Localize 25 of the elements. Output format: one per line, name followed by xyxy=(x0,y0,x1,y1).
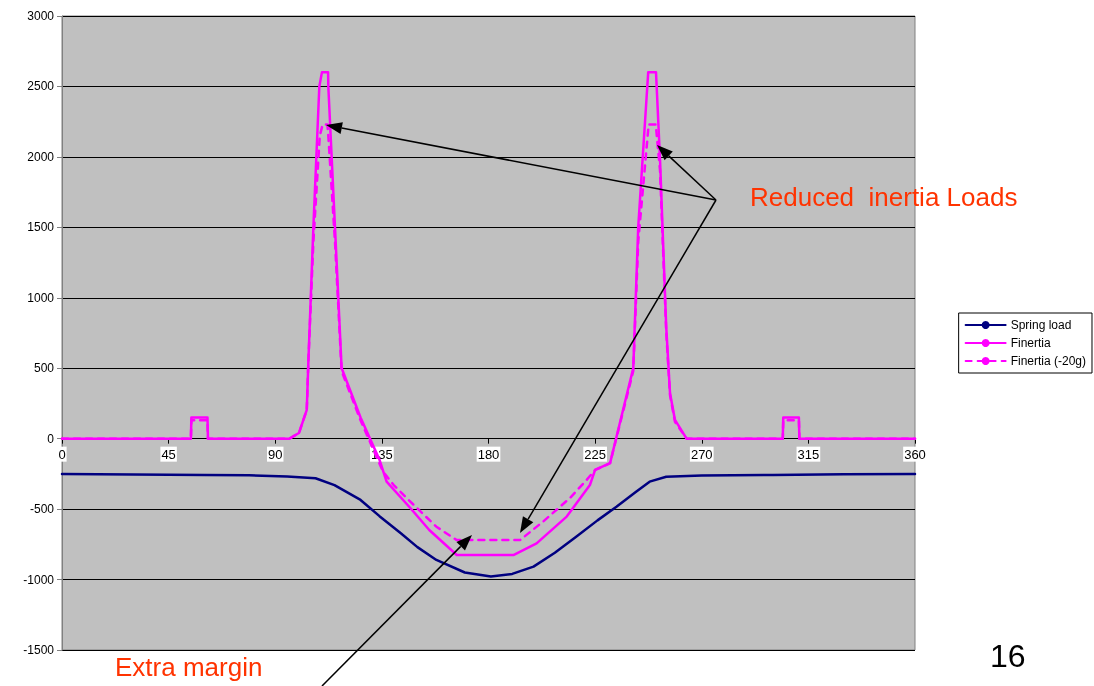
x-tick-label: 360 xyxy=(904,446,926,462)
x-tick-label: 180 xyxy=(477,446,500,462)
y-tick-label: 0 xyxy=(47,431,55,446)
text: 16 xyxy=(990,638,1026,674)
x-tick-label: 270 xyxy=(690,446,713,462)
text: Extra margin xyxy=(115,652,263,682)
x-tick-label: 0 xyxy=(58,446,66,462)
x-tick-label: 45 xyxy=(161,446,176,462)
line-series xyxy=(60,472,917,578)
x-tick-label: 315 xyxy=(797,446,820,462)
legend-label: Finertia (-20g) xyxy=(1010,354,1086,368)
y-tick-label: -500 xyxy=(29,502,55,517)
y-tick-label: 500 xyxy=(33,361,55,376)
legend-label: Spring load xyxy=(1010,318,1072,332)
y-tick-label: -1000 xyxy=(23,572,55,587)
x-tick-label: 90 xyxy=(268,446,283,462)
y-tick-label: 2000 xyxy=(27,149,55,164)
y-tick-label: 1500 xyxy=(27,220,55,235)
x-tick-label: 225 xyxy=(584,446,606,462)
annotation: Reduced inertia Loads xyxy=(750,182,1018,212)
y-tick-label: 2500 xyxy=(27,79,55,94)
y-tick-label: 3000 xyxy=(27,9,55,23)
legend-label: Finertia xyxy=(1010,336,1051,350)
y-tick-label: 1000 xyxy=(27,290,55,305)
y-tick-label: -1500 xyxy=(23,643,55,657)
